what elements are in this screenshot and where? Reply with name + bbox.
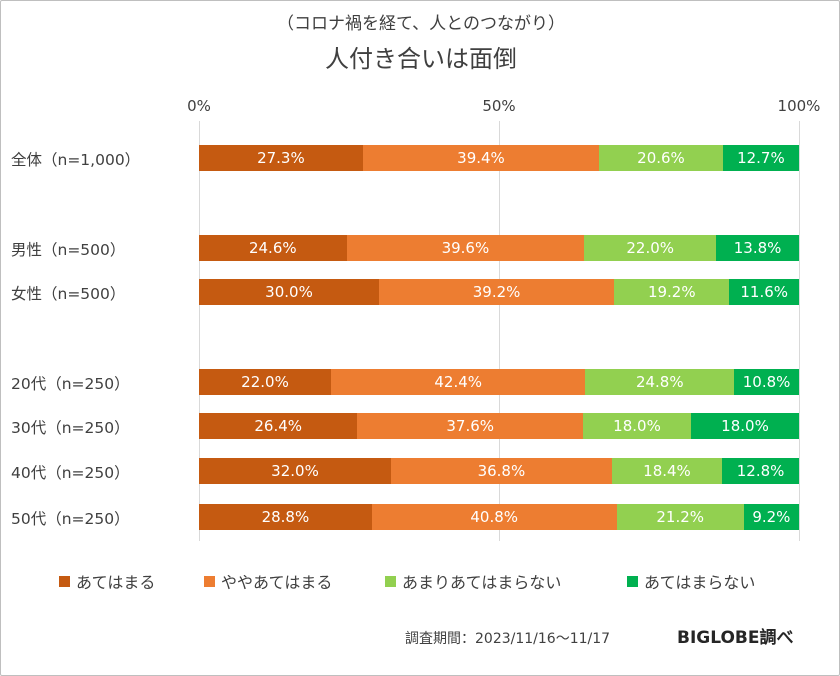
data-label: 30.0% xyxy=(265,283,313,301)
data-label: 39.6% xyxy=(441,239,490,257)
data-label: 32.0% xyxy=(271,462,319,480)
bar-segment: 32.0% xyxy=(199,458,391,484)
bar-segment: 39.6% xyxy=(346,235,585,261)
legend-swatch xyxy=(204,575,215,587)
legend-label: ややあてはまる xyxy=(221,573,333,592)
bar-segment: 24.8% xyxy=(585,369,735,395)
legend-item: ややあてはまる xyxy=(204,569,332,593)
x-tick-label: 100% xyxy=(777,97,821,115)
category-label: 40代（n=250） xyxy=(11,464,130,482)
data-label: 21.2% xyxy=(656,508,705,526)
data-label: 20.6% xyxy=(637,149,685,167)
legend-item: あまりあてはまらない xyxy=(385,569,561,593)
data-label: 27.3% xyxy=(257,149,305,167)
data-label: 22.0% xyxy=(241,373,289,391)
bar-segment: 11.6% xyxy=(729,279,799,305)
bar-segment: 19.2% xyxy=(614,279,730,305)
legend-swatch xyxy=(59,575,70,587)
bar-segment: 21.2% xyxy=(616,504,744,530)
data-label: 22.0% xyxy=(626,239,675,257)
bar-segment: 27.3% xyxy=(199,145,363,171)
bar-segment: 30.0% xyxy=(199,279,379,305)
bar-segment: 40.8% xyxy=(371,504,617,530)
bar-segment: 12.8% xyxy=(722,458,799,484)
bar-segment: 26.4% xyxy=(199,413,358,439)
category-label: 30代（n=250） xyxy=(11,419,130,437)
bar-segment: 22.0% xyxy=(199,369,331,395)
chart-title: 人付き合いは面倒 xyxy=(325,45,517,73)
data-label: 28.8% xyxy=(261,508,310,526)
bar-segment: 37.6% xyxy=(357,413,583,439)
bar-segment: 18.4% xyxy=(611,458,723,484)
data-label: 18.0% xyxy=(721,417,769,435)
data-label: 12.7% xyxy=(737,149,785,167)
gridline xyxy=(199,121,200,541)
legend-item: あてはまらない xyxy=(627,569,755,593)
data-label: 39.4% xyxy=(457,149,505,167)
data-label: 19.2% xyxy=(647,283,696,301)
bar-segment: 9.2% xyxy=(743,504,799,530)
source-brand: BIGLOBE調べ xyxy=(677,628,794,648)
survey-period: 調査期間：2023/11/16～11/17 xyxy=(405,631,611,647)
bar-segment: 12.7% xyxy=(722,145,799,171)
bar-segment: 20.6% xyxy=(599,145,723,171)
data-label: 39.2% xyxy=(472,283,521,301)
bar-segment: 42.4% xyxy=(331,369,586,395)
gridline xyxy=(499,121,500,541)
legend-label: あまりあてはまらない xyxy=(402,573,562,592)
x-tick-label: 0% xyxy=(187,97,211,115)
legend-swatch xyxy=(627,575,638,587)
bar-segment: 24.6% xyxy=(199,235,347,261)
bar-segment: 22.0% xyxy=(584,235,717,261)
category-label: 20代（n=250） xyxy=(11,375,130,393)
bar-segment: 28.8% xyxy=(199,504,372,530)
data-label: 12.8% xyxy=(736,462,785,480)
data-label: 18.0% xyxy=(613,417,661,435)
legend-label: あてはまらない xyxy=(644,573,756,592)
data-label: 42.4% xyxy=(434,373,483,391)
bar-segment: 18.0% xyxy=(583,413,691,439)
category-label: 50代（n=250） xyxy=(11,510,130,528)
bar-segment: 18.0% xyxy=(691,413,799,439)
data-label: 11.6% xyxy=(740,283,789,301)
data-label: 9.2% xyxy=(752,508,791,526)
gridline xyxy=(799,121,800,541)
data-label: 13.8% xyxy=(733,239,782,257)
data-label: 10.8% xyxy=(742,373,791,391)
data-label: 24.6% xyxy=(248,239,297,257)
bar-segment: 39.4% xyxy=(362,145,600,171)
legend-label: あてはまる xyxy=(76,573,156,592)
category-label: 男性（n=500） xyxy=(11,241,126,259)
category-label: 全体（n=1,000） xyxy=(11,151,141,169)
legend-swatch xyxy=(385,575,396,587)
data-label: 37.6% xyxy=(446,417,495,435)
x-tick-label: 50% xyxy=(482,97,516,115)
data-label: 18.4% xyxy=(643,462,691,480)
data-label: 40.8% xyxy=(470,508,519,526)
legend-item: あてはまる xyxy=(59,569,155,593)
data-label: 24.8% xyxy=(635,373,684,391)
bar-segment: 13.8% xyxy=(716,235,799,261)
bar-segment: 39.2% xyxy=(379,279,615,305)
bar-segment: 10.8% xyxy=(734,369,799,395)
category-label: 女性（n=500） xyxy=(11,285,126,303)
bar-segment: 36.8% xyxy=(391,458,612,484)
data-label: 26.4% xyxy=(254,417,303,435)
data-label: 36.8% xyxy=(477,462,526,480)
chart-subtitle: （コロナ禍を経て、人とのつながり） xyxy=(277,14,565,34)
